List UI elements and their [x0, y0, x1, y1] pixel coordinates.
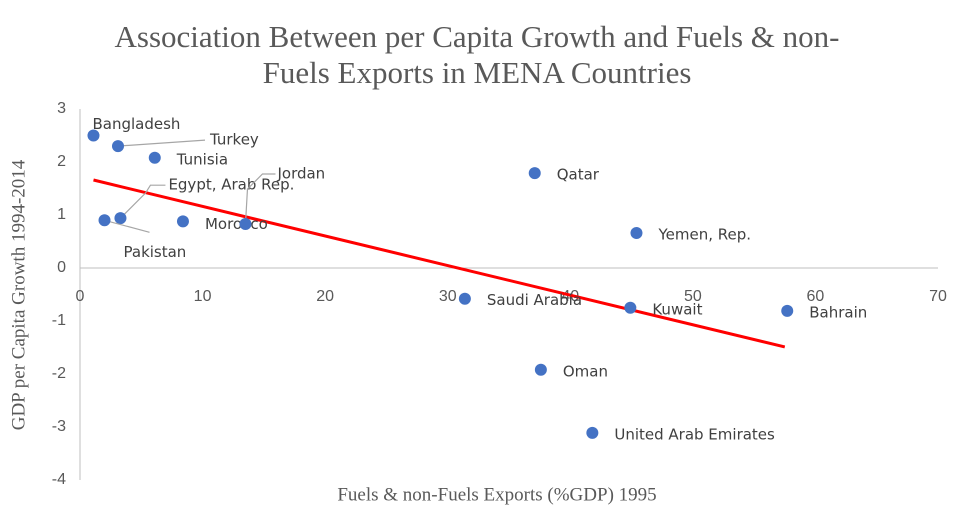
y-tick-label: 2	[57, 153, 66, 170]
point-label: Bahrain	[809, 303, 867, 321]
x-tick-label: 70	[929, 288, 947, 305]
point	[239, 218, 252, 231]
point-label: Turkey	[209, 131, 259, 149]
x-tick-label: 10	[194, 288, 212, 305]
y-tick-label: -4	[52, 471, 66, 488]
point-label: Morocco	[205, 215, 268, 233]
point	[176, 215, 189, 228]
point-label: Egypt, Arab Rep.	[168, 176, 294, 194]
point	[87, 129, 100, 142]
y-tick-label: 0	[57, 259, 66, 276]
x-axis-title: Fuels & non-Fuels Exports (%GDP) 1995	[337, 484, 656, 505]
chart-title: Association Between per Capita Growth an…	[115, 19, 840, 54]
x-tick-label: 40	[561, 288, 579, 305]
chart-title: Fuels Exports in MENA Countries	[263, 55, 692, 90]
point-label: Yemen, Rep.	[657, 226, 751, 244]
y-axis-title: GDP per Capita Growth 1994-2014	[8, 159, 29, 430]
y-tick-label: 3	[57, 100, 66, 117]
point	[624, 301, 637, 314]
x-tick-label: 30	[439, 288, 457, 305]
point-label: Tunisia	[176, 150, 228, 168]
point	[458, 292, 471, 305]
x-tick-label: 50	[684, 288, 702, 305]
x-tick-label: 60	[807, 288, 825, 305]
leader-line	[120, 184, 166, 219]
point	[148, 151, 161, 164]
point	[114, 212, 127, 225]
point-label: Pakistan	[124, 243, 187, 261]
point-label: Jordan	[276, 165, 325, 183]
point	[534, 363, 547, 376]
y-tick-label: -2	[52, 365, 66, 382]
point-label: United Arab Emirates	[614, 425, 775, 443]
point-label: Oman	[563, 362, 608, 380]
point	[586, 426, 599, 439]
point	[98, 214, 111, 227]
trendline	[93, 178, 786, 349]
point-label: Bangladesh	[92, 115, 180, 133]
y-tick-label: -1	[52, 312, 66, 329]
leader-line	[244, 173, 276, 225]
point-label: Kuwait	[652, 300, 702, 318]
leader-line	[117, 139, 206, 147]
y-tick-label: 1	[57, 206, 66, 223]
point-label: Qatar	[557, 166, 600, 184]
y-tick-label: -3	[52, 418, 66, 435]
point	[781, 304, 794, 317]
point	[528, 167, 541, 180]
point-label: Saudi Arabia	[487, 291, 582, 309]
point	[111, 140, 124, 153]
x-tick-label: 0	[76, 288, 85, 305]
leader-line	[104, 219, 150, 233]
x-tick-label: 20	[316, 288, 334, 305]
point	[630, 227, 643, 240]
